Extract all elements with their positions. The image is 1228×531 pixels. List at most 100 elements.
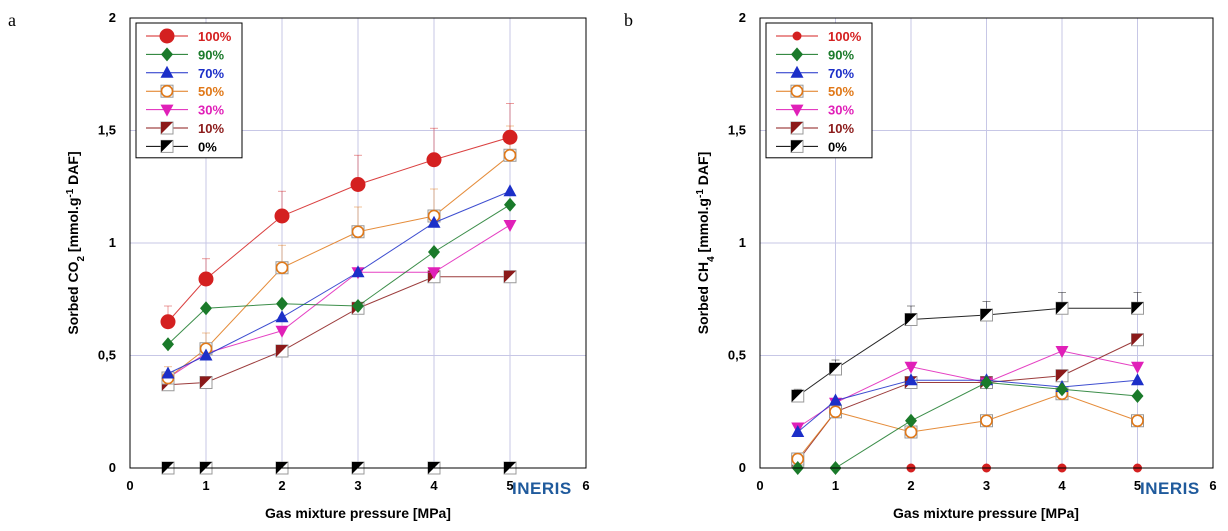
y-tick-label: 0,5: [728, 348, 746, 363]
series-50pct: [791, 387, 1144, 466]
data-point: [1131, 301, 1144, 315]
plot-frame: [129, 17, 587, 469]
x-tick-label: 4: [1058, 478, 1066, 493]
legend-marker: [790, 104, 804, 117]
data-point: [1131, 333, 1144, 347]
legend-item: 30%: [776, 103, 854, 118]
data-point: [1131, 389, 1144, 403]
data-point: [350, 177, 366, 192]
legend-marker: [160, 121, 174, 135]
data-point: [428, 245, 440, 259]
data-point: [1055, 301, 1069, 315]
data-point: [904, 373, 918, 386]
data-point: [275, 261, 289, 275]
legend-label: 100%: [828, 29, 862, 44]
legend-box: [135, 22, 243, 159]
legend-label: 10%: [828, 121, 854, 136]
data-point: [980, 414, 993, 428]
series-70pct: [161, 184, 517, 379]
data-point: [198, 271, 214, 287]
x-axis-title: Gas mixture pressure [MPa]: [893, 505, 1079, 521]
ineris-logo: INERIS: [512, 479, 572, 498]
legend-item: 90%: [146, 47, 224, 62]
data-point: [904, 425, 918, 439]
legend: 100% 90% 70% 50% 30% 10% 0%: [135, 22, 243, 159]
y-tick-label: 1,5: [98, 123, 116, 138]
legend-marker: [790, 65, 804, 78]
data-point: [980, 375, 993, 390]
legend-marker: [160, 65, 174, 78]
x-tick-label: 3: [354, 478, 361, 493]
data-point: [1131, 373, 1144, 386]
legend-marker: [791, 47, 803, 62]
series-100pct: [160, 103, 518, 330]
data-point: [199, 376, 213, 389]
legend: 100% 90% 70% 50% 30% 10% 0%: [765, 22, 873, 159]
data-point: [503, 184, 517, 197]
x-tick-label: 1: [202, 478, 209, 493]
data-point: [829, 393, 842, 406]
data-point: [1131, 414, 1144, 428]
data-point: [503, 270, 517, 284]
plot-frame: [759, 17, 1214, 469]
legend-label: 50%: [828, 84, 854, 99]
legend-label: 90%: [198, 47, 224, 62]
x-tick-label: 0: [756, 478, 763, 493]
y-tick-label: 2: [739, 10, 746, 25]
legend-item: 10%: [776, 121, 854, 136]
x-tick-label: 6: [582, 478, 589, 493]
data-point: [351, 225, 365, 239]
data-point: [162, 337, 174, 352]
legend-label: 10%: [198, 121, 224, 136]
series-line: [167, 136, 511, 323]
data-point: [427, 215, 441, 228]
data-point: [160, 314, 176, 330]
chart-panel-a: a 0 1 2 3 4 5 6 0 0,5 1 1,5 2 Gas mixture pressure [M…: [8, 10, 590, 521]
series-line: [167, 224, 511, 379]
data-point: [199, 348, 213, 361]
data-point: [904, 361, 918, 374]
legend-label: 90%: [828, 47, 854, 62]
data-point: [503, 220, 517, 232]
data-point: [161, 366, 175, 379]
data-point: [829, 362, 842, 376]
legend-marker: [161, 47, 173, 62]
panel-label: a: [8, 10, 16, 30]
series-line: [797, 379, 1138, 433]
data-point: [275, 325, 289, 338]
x-tick-label: 2: [278, 478, 285, 493]
data-point: [351, 265, 365, 278]
legend-item: 10%: [146, 121, 224, 136]
legend-item: 50%: [146, 84, 224, 99]
x-tick-label: 4: [430, 478, 438, 493]
legend-marker: [160, 84, 174, 98]
y-tick-label: 1: [739, 235, 746, 250]
legend-marker: [159, 28, 175, 44]
legend-label: 0%: [828, 139, 847, 154]
legend-label: 30%: [828, 103, 854, 118]
data-point: [905, 413, 917, 428]
legend-item: 70%: [146, 65, 224, 81]
chart-panel-b: b 0 1 2 3 4 5 6 0 0,5 1 1,5 2 Gas mixture pressure [M…: [624, 10, 1217, 521]
x-tick-label: 6: [1209, 478, 1216, 493]
x-tick-label: 0: [126, 478, 133, 493]
x-tick-label: 3: [983, 478, 990, 493]
data-point: [275, 344, 289, 358]
data-point: [352, 299, 364, 313]
y-tick-label: 0: [739, 460, 746, 475]
panel-label: b: [624, 10, 633, 30]
y-tick-label: 2: [109, 10, 116, 25]
x-tick-label: 5: [1134, 478, 1141, 493]
legend-item: 70%: [776, 65, 854, 81]
legend-marker: [790, 139, 804, 153]
legend-label: 70%: [828, 66, 854, 81]
x-tick-label: 1: [832, 478, 839, 493]
legend-item: 100%: [146, 28, 232, 44]
data-point: [200, 301, 212, 316]
data-point: [504, 197, 516, 212]
data-point: [503, 148, 517, 162]
legend-marker: [160, 104, 174, 117]
data-point: [1055, 346, 1069, 358]
data-point: [829, 405, 842, 419]
